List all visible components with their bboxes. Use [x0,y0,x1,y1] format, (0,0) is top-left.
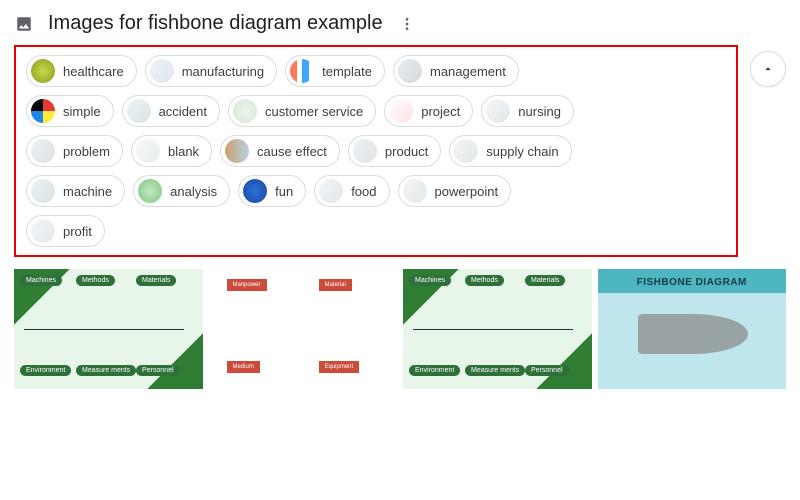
chip-thumb-icon [31,179,55,203]
image-result[interactable]: MachinesMethodsMaterialsEnvironmentMeasu… [14,269,203,389]
chip-thumb-icon [398,59,422,83]
chip-label: profit [63,224,92,239]
header-title[interactable]: Images for fishbone diagram example [48,12,383,35]
chip-label: nursing [518,104,561,119]
filter-chip-problem[interactable]: problem [26,135,123,167]
chip-thumb-icon [319,179,343,203]
chip-label: healthcare [63,64,124,79]
filter-chip-analysis[interactable]: analysis [133,175,230,207]
chip-label: simple [63,104,101,119]
chip-thumb-icon [225,139,249,163]
chip-label: management [430,64,506,79]
image-result[interactable]: ManpowerMaterialMediumEquipment [209,269,398,389]
chip-thumb-icon [243,179,267,203]
filter-chip-fun[interactable]: fun [238,175,306,207]
filter-chip-nursing[interactable]: nursing [481,95,574,127]
chip-label: problem [63,144,110,159]
related-chips-container: healthcare manufacturing template managemen… [14,45,738,257]
chip-label: blank [168,144,199,159]
chip-thumb-icon [389,99,413,123]
chip-label: powerpoint [435,184,499,199]
chip-label: manufacturing [182,64,264,79]
chip-thumb-icon [290,59,314,83]
chip-thumb-icon [403,179,427,203]
image-result[interactable]: MachinesMethodsMaterialsEnvironmentMeasu… [403,269,592,389]
chip-label: machine [63,184,112,199]
filter-chip-supply-chain[interactable]: supply chain [449,135,571,167]
filter-chip-manufacturing[interactable]: manufacturing [145,55,277,87]
filter-chip-customer-service[interactable]: customer service [228,95,376,127]
chip-thumb-icon [31,59,55,83]
chip-label: cause effect [257,144,327,159]
chip-thumb-icon [127,99,151,123]
chip-thumb-icon [31,219,55,243]
collapse-button[interactable] [750,51,786,87]
chip-label: product [385,144,428,159]
chip-label: template [322,64,372,79]
more-icon[interactable] [397,14,417,34]
image-results-row: MachinesMethodsMaterialsEnvironmentMeasu… [14,269,786,389]
chip-label: fun [275,184,293,199]
filter-chip-management[interactable]: management [393,55,519,87]
filter-chip-machine[interactable]: machine [26,175,125,207]
chip-thumb-icon [138,179,162,203]
filter-chip-healthcare[interactable]: healthcare [26,55,137,87]
chip-thumb-icon [31,99,55,123]
filter-chip-profit[interactable]: profit [26,215,105,247]
filter-chip-template[interactable]: template [285,55,385,87]
filter-chip-food[interactable]: food [314,175,389,207]
filter-chip-cause-effect[interactable]: cause effect [220,135,340,167]
filter-chip-project[interactable]: project [384,95,473,127]
chip-label: food [351,184,376,199]
filter-chip-product[interactable]: product [348,135,441,167]
chip-thumb-icon [31,139,55,163]
chip-thumb-icon [454,139,478,163]
chip-label: project [421,104,460,119]
chip-label: customer service [265,104,363,119]
filter-chip-accident[interactable]: accident [122,95,220,127]
chip-thumb-icon [353,139,377,163]
chip-label: accident [159,104,207,119]
image-result[interactable]: FISHBONE DIAGRAM [598,269,787,389]
filter-chip-blank[interactable]: blank [131,135,212,167]
chip-thumb-icon [233,99,257,123]
image-icon [14,14,34,34]
filter-chip-powerpoint[interactable]: powerpoint [398,175,512,207]
chip-thumb-icon [150,59,174,83]
chip-thumb-icon [136,139,160,163]
filter-chip-simple[interactable]: simple [26,95,114,127]
images-header: Images for fishbone diagram example [14,12,786,35]
chip-thumb-icon [486,99,510,123]
chip-label: analysis [170,184,217,199]
chip-label: supply chain [486,144,558,159]
